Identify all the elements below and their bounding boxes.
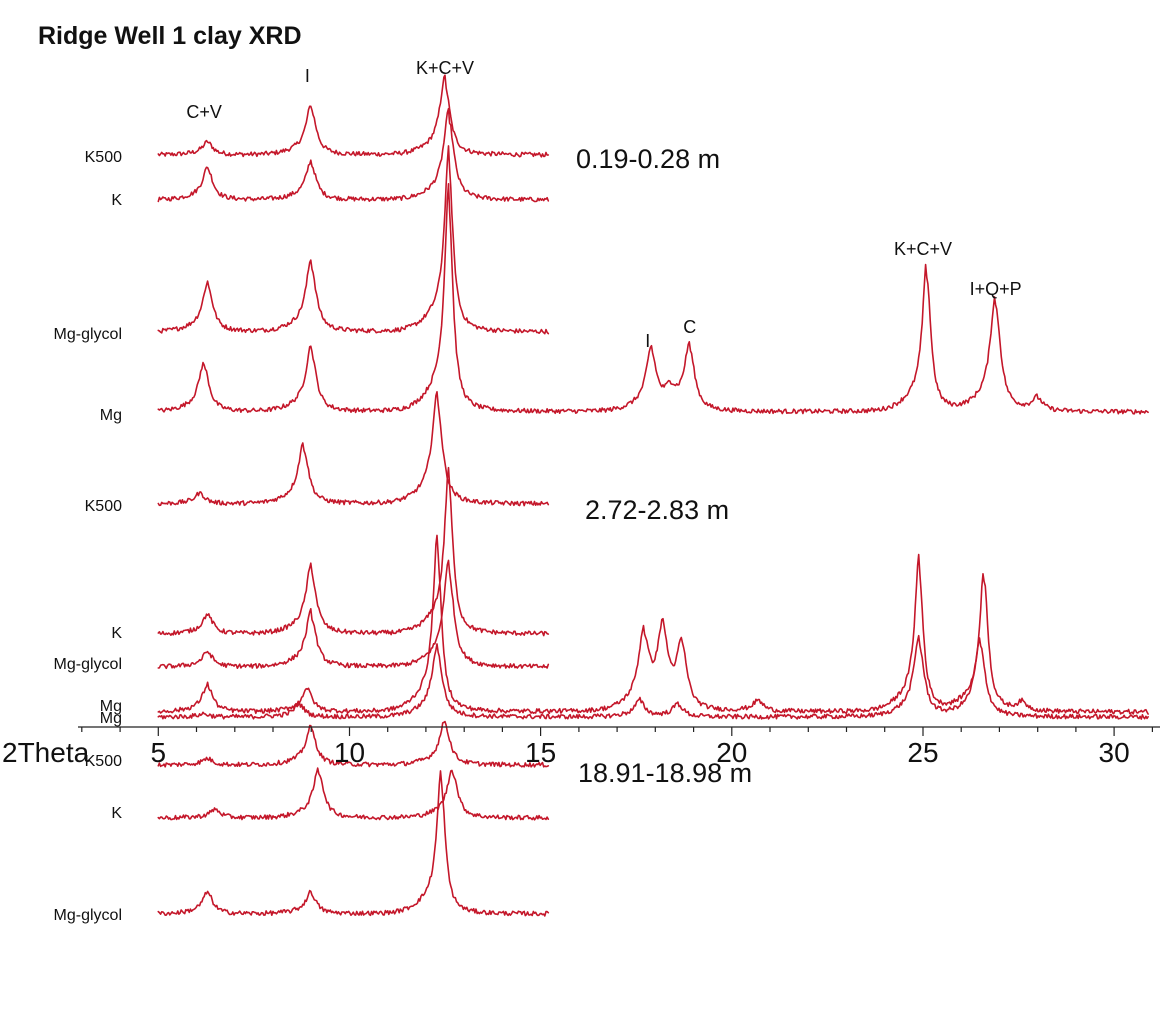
traces-group (157, 74, 1149, 917)
depth-label-3: 18.91-18.98 m (578, 758, 752, 788)
x-axis-ticks: 5 10 15 20 25 30 (81, 727, 1154, 768)
trace-label-1: K500 (85, 149, 122, 166)
trace-label-5: K500 (85, 498, 122, 515)
peak-label-5: C (683, 317, 696, 337)
trace-9 (157, 720, 550, 768)
trace-label-3: Mg-glycol (54, 326, 122, 343)
trace-11 (157, 770, 550, 917)
x-tick-label-6: 30 (1099, 737, 1130, 768)
trace-3 (157, 145, 550, 335)
depth-label-2: 2.72-2.83 m (585, 495, 729, 525)
trace-4 (157, 183, 1149, 415)
x-tick-label-3: 15 (525, 737, 556, 768)
x-axis-title: 2Theta (2, 737, 90, 768)
trace-label-10: K (111, 805, 122, 822)
depth-label-1: 0.19-0.28 m (576, 144, 720, 174)
peak-label-2: I (305, 66, 310, 86)
trace-10 (157, 767, 550, 821)
trace-label-12: Mg (100, 698, 122, 715)
peak-label-6: K+C+V (894, 239, 952, 259)
peak-label-7: I+Q+P (970, 279, 1022, 299)
x-tick-label-5: 25 (907, 737, 938, 768)
depth-labels-group: 0.19-0.28 m 2.72-2.83 m 18.91-18.98 m (576, 144, 752, 788)
trace-6 (157, 466, 550, 637)
trace-label-2: K (111, 192, 122, 209)
trace-5 (157, 391, 550, 507)
peak-label-4: I (645, 331, 650, 351)
trace-12 (157, 534, 1149, 715)
trace-label-7: Mg-glycol (54, 656, 122, 673)
peak-label-1: C+V (186, 102, 222, 122)
trace-label-8: Mg (100, 710, 122, 727)
trace-label-9: K500 (85, 753, 122, 770)
chart-title: Ridge Well 1 clay XRD (38, 22, 302, 50)
peak-labels-group: C+V I K+C+V I C K+C+V I+Q+P (186, 58, 1021, 351)
trace-labels-group: K500 K Mg-glycol Mg K500 K Mg-glycol Mg K500 K Mg-… (54, 149, 123, 924)
trace-2 (157, 107, 550, 203)
peak-label-3: K+C+V (416, 58, 474, 78)
trace-label-11: Mg-glycol (54, 907, 122, 924)
trace-label-6: K (111, 625, 122, 642)
x-axis: 5 10 15 20 25 30 2Theta (2, 726, 1160, 768)
trace-1 (157, 74, 550, 158)
trace-7 (157, 559, 550, 670)
trace-label-4: Mg (100, 407, 122, 424)
x-tick-label-2: 10 (334, 737, 365, 768)
trace-8 (157, 634, 1149, 720)
x-tick-label-4: 20 (716, 737, 747, 768)
x-tick-label-1: 5 (151, 737, 167, 768)
